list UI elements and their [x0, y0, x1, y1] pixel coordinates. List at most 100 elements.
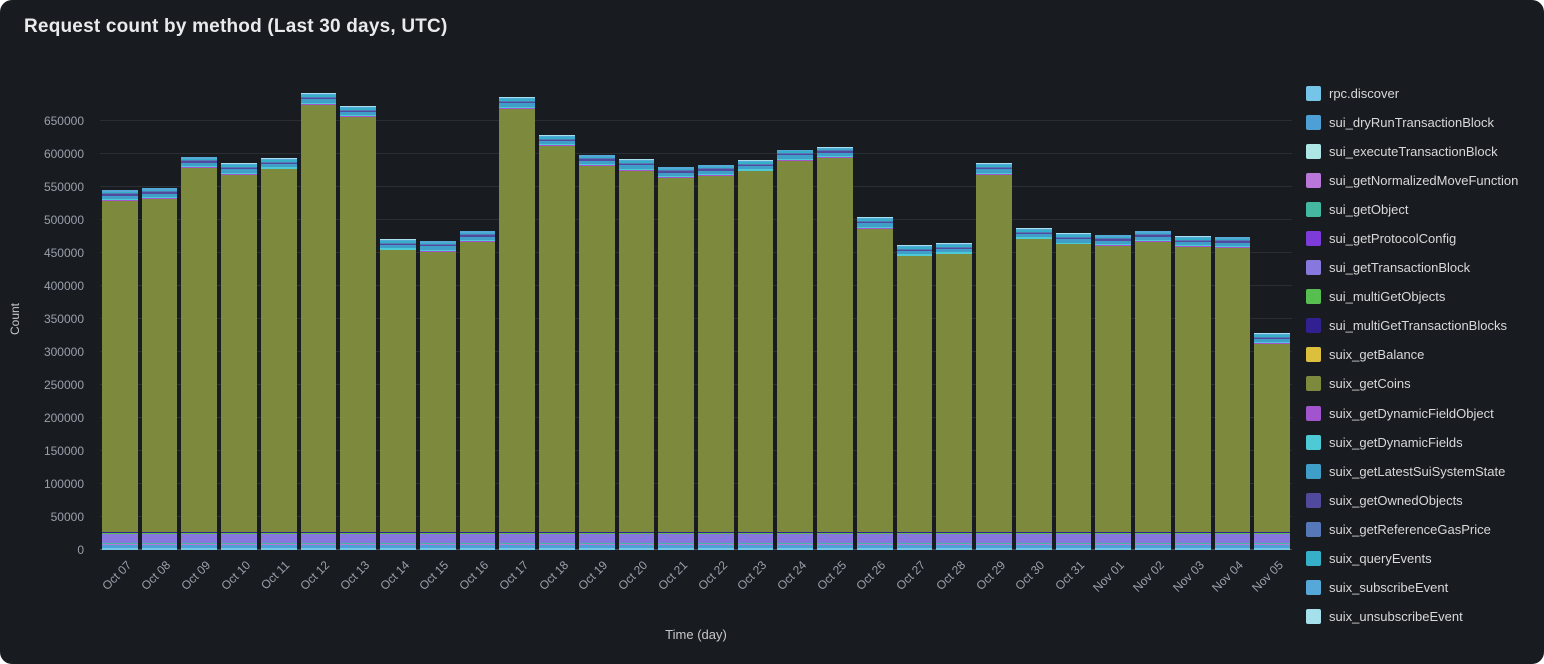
- bar-segment-suix_subscribeEvent: [737, 160, 774, 163]
- bar-segment-suix_getLatestSuiSystemState: [1174, 241, 1211, 246]
- bar-segment-sui_getObject: [141, 543, 178, 545]
- bar-nov-05[interactable]: [1254, 88, 1291, 550]
- bar-segment-suix_subscribeEvent: [499, 98, 536, 100]
- legend-item-suix_getCoins[interactable]: suix_getCoins: [1306, 376, 1518, 392]
- bar-oct-22[interactable]: [698, 88, 734, 550]
- bar-oct-18[interactable]: [539, 88, 575, 550]
- bar-segment-suix_subscribeEvent: [181, 157, 218, 159]
- bar-segment-suix_getDynamicFieldObject: [300, 103, 337, 105]
- legend-label: sui_getNormalizedMoveFunction: [1329, 173, 1519, 189]
- x-tick-label: Oct 22: [694, 558, 730, 593]
- bar-segment-suix_getOwnedObjects: [1095, 239, 1132, 241]
- bar-segment-sui_dryRunTransactionBlock: [817, 545, 853, 549]
- legend-item-suix_queryEvents[interactable]: suix_queryEvents: [1306, 550, 1518, 566]
- bar-oct-17[interactable]: [499, 88, 536, 550]
- legend-label: suix_unsubscribeEvent: [1329, 608, 1463, 624]
- legend-item-suix_getLatestSuiSystemState[interactable]: suix_getLatestSuiSystemState: [1306, 463, 1518, 479]
- bar-segment-sui_getObject: [1095, 543, 1132, 545]
- bar-segment-suix_getDynamicFields: [459, 239, 496, 242]
- bar-oct-15[interactable]: [419, 88, 456, 550]
- bar-segment-suix_unsubscribeEvent: [1135, 230, 1171, 232]
- legend-item-suix_unsubscribeEvent[interactable]: suix_unsubscribeEvent: [1306, 608, 1518, 624]
- bar-segment-sui_getTransactionBlock: [419, 533, 456, 543]
- bar-segment-suix_getCoins: [340, 117, 377, 532]
- bar-segment-sui_getTransactionBlock: [221, 533, 257, 543]
- bar-segment-suix_queryEvents: [737, 162, 774, 164]
- bar-oct-07[interactable]: [102, 88, 138, 550]
- bar-nov-04[interactable]: [1214, 88, 1251, 550]
- bar-segment-sui_getObject: [936, 543, 973, 545]
- y-tick-label: 400000: [43, 279, 84, 293]
- bar-oct-11[interactable]: [260, 88, 297, 550]
- bar-segment-sui_dryRunTransactionBlock: [1095, 545, 1132, 549]
- legend-item-suix_getDynamicFieldObject[interactable]: suix_getDynamicFieldObject: [1306, 405, 1518, 421]
- bar-segment-sui_multiGetObjects: [499, 532, 536, 534]
- bar-oct-26[interactable]: [856, 88, 893, 550]
- bar-segment-suix_getDynamicFieldObject: [618, 169, 655, 171]
- bar-nov-02[interactable]: [1135, 88, 1171, 550]
- bar-segment-suix_queryEvents: [856, 219, 893, 222]
- bar-oct-25[interactable]: [817, 88, 853, 550]
- bar-oct-23[interactable]: [737, 88, 774, 550]
- bar-oct-12[interactable]: [300, 88, 337, 550]
- bar-nov-01[interactable]: [1095, 88, 1132, 550]
- bar-segment-sui_dryRunTransactionBlock: [1055, 545, 1092, 549]
- bar-segment-sui_executeTransactionBlock: [499, 544, 536, 546]
- legend-item-sui_getTransactionBlock[interactable]: sui_getTransactionBlock: [1306, 260, 1518, 276]
- bar-nov-03[interactable]: [1174, 88, 1211, 550]
- legend-item-sui_getObject[interactable]: sui_getObject: [1306, 202, 1518, 218]
- bar-oct-08[interactable]: [141, 88, 178, 550]
- bar-segment-sui_getObject: [658, 543, 695, 545]
- bar-oct-28[interactable]: [936, 88, 973, 550]
- bar-segment-suix_queryEvents: [777, 151, 814, 154]
- bar-segment-suix_queryEvents: [380, 241, 416, 243]
- bar-slot: [1014, 88, 1054, 550]
- bar-segment-suix_getBalance: [380, 531, 416, 533]
- bar-oct-13[interactable]: [340, 88, 377, 550]
- legend-item-sui_executeTransactionBlock[interactable]: sui_executeTransactionBlock: [1306, 144, 1518, 160]
- bar-segment-suix_unsubscribeEvent: [300, 93, 337, 95]
- bar-oct-24[interactable]: [777, 88, 814, 550]
- bar-oct-21[interactable]: [658, 88, 695, 550]
- bar-segment-suix_getDynamicFieldObject: [1135, 241, 1171, 242]
- bar-oct-14[interactable]: [380, 88, 416, 550]
- bar-segment-suix_subscribeEvent: [698, 165, 734, 167]
- bar-segment-suix_subscribeEvent: [300, 94, 337, 96]
- bar-oct-16[interactable]: [459, 88, 496, 550]
- bar-oct-30[interactable]: [1015, 88, 1052, 550]
- gridline: [100, 450, 1292, 451]
- bar-segment-suix_getReferenceGasPrice: [1095, 238, 1132, 240]
- legend-item-suix_getDynamicFields[interactable]: suix_getDynamicFields: [1306, 434, 1518, 450]
- legend-item-suix_subscribeEvent[interactable]: suix_subscribeEvent: [1306, 579, 1518, 595]
- bar-oct-09[interactable]: [181, 88, 218, 550]
- legend-item-sui_getProtocolConfig[interactable]: sui_getProtocolConfig: [1306, 231, 1518, 247]
- legend-item-sui_multiGetTransactionBlocks[interactable]: sui_multiGetTransactionBlocks: [1306, 318, 1518, 334]
- x-tick-label: Oct 31: [1052, 558, 1088, 593]
- legend-item-rpc.discover[interactable]: rpc.discover: [1306, 86, 1518, 101]
- bar-oct-31[interactable]: [1055, 88, 1092, 550]
- legend-item-sui_multiGetObjects[interactable]: sui_multiGetObjects: [1306, 289, 1518, 305]
- bar-slot: [1133, 88, 1173, 550]
- bar-oct-10[interactable]: [221, 88, 257, 550]
- bar-segment-sui_dryRunTransactionBlock: [102, 545, 138, 549]
- bar-segment-sui_executeTransactionBlock: [539, 544, 575, 546]
- legend-item-suix_getBalance[interactable]: suix_getBalance: [1306, 347, 1518, 363]
- legend-item-sui_dryRunTransactionBlock[interactable]: sui_dryRunTransactionBlock: [1306, 115, 1518, 131]
- legend-item-sui_getNormalizedMoveFunction[interactable]: sui_getNormalizedMoveFunction: [1306, 173, 1519, 189]
- bar-oct-29[interactable]: [976, 88, 1012, 550]
- x-tick-label: Oct 11: [258, 558, 293, 593]
- legend-item-suix_getReferenceGasPrice[interactable]: suix_getReferenceGasPrice: [1306, 521, 1518, 537]
- bar-segment-suix_getCoins: [698, 175, 734, 532]
- bar-segment-sui_dryRunTransactionBlock: [260, 545, 297, 549]
- bar-segment-sui_getTransactionBlock: [618, 533, 655, 543]
- bar-segment-suix_getDynamicFieldObject: [698, 175, 734, 176]
- bar-oct-27[interactable]: [896, 88, 933, 550]
- bar-segment-suix_getDynamicFieldObject: [777, 160, 814, 161]
- bar-segment-suix_getDynamicFields: [1254, 342, 1291, 344]
- bar-segment-suix_getDynamicFields: [856, 226, 893, 228]
- legend-item-suix_getOwnedObjects[interactable]: suix_getOwnedObjects: [1306, 492, 1518, 508]
- bar-oct-20[interactable]: [618, 88, 655, 550]
- bar-segment-suix_getLatestSuiSystemState: [539, 140, 575, 145]
- bar-oct-19[interactable]: [578, 88, 615, 550]
